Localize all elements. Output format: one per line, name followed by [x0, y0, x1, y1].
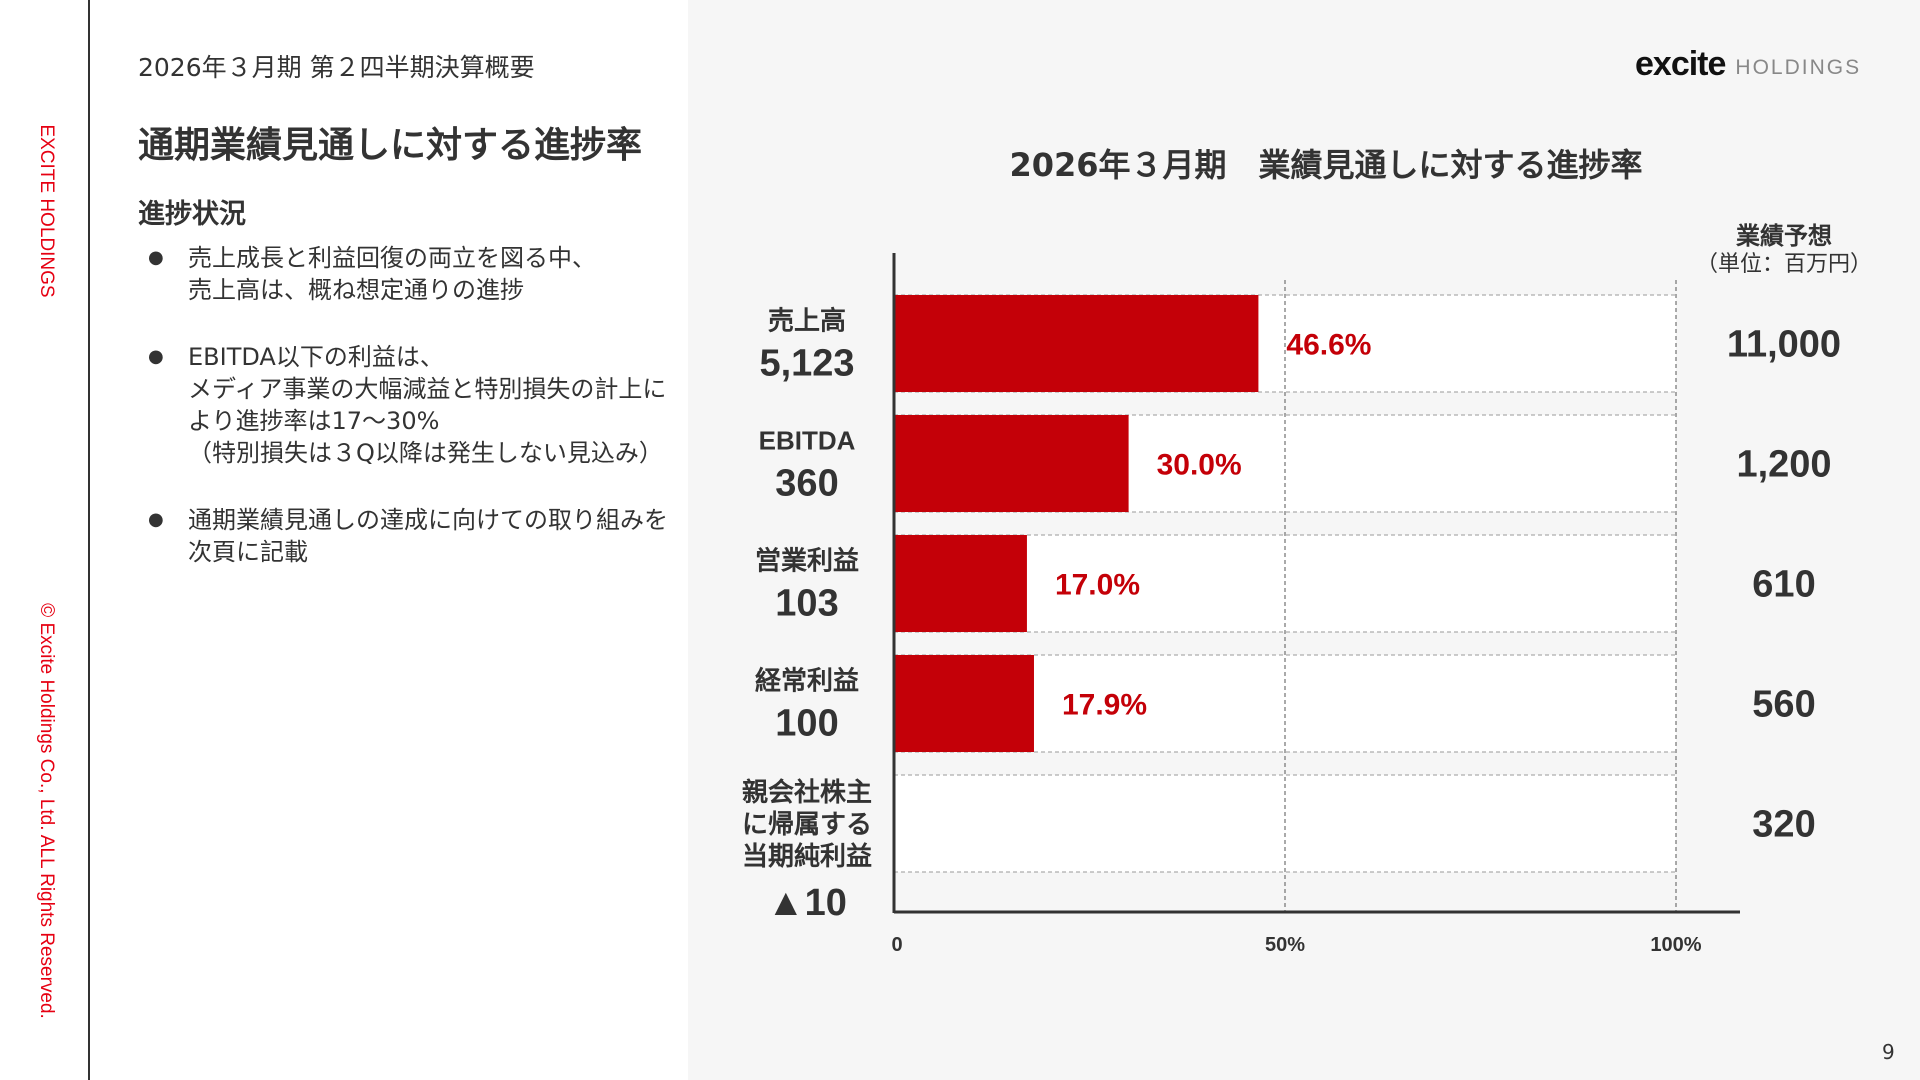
list-item: ● 売上成長と利益回復の両立を図る中、 売上高は、概ね想定通りの進捗: [148, 244, 596, 304]
category-label: 経常利益: [755, 666, 859, 696]
forecast-header: 業績予想: [1736, 222, 1832, 250]
forecast-unit: （単位：百万円）: [1695, 252, 1872, 277]
list-item: ● EBITDA以下の利益は、 メディア事業の大幅減益と特別損失の計上により進捗率…: [148, 343, 667, 467]
data-label: 46.6%: [1286, 329, 1371, 362]
page-title: 通期業績見通しに対する進捗率: [138, 125, 643, 166]
chart-title: 2026年３月期 業績見通しに対する進捗率: [1009, 146, 1643, 184]
x-tick-label: 50%: [1265, 934, 1305, 956]
forecast-value: 610: [1752, 564, 1815, 606]
bar: [894, 535, 1027, 632]
forecast-value: 320: [1752, 804, 1815, 846]
bar: [894, 295, 1259, 392]
category-label: 当期純利益: [742, 841, 872, 871]
actual-value: 103: [775, 583, 838, 625]
logo-mark: excite: [1635, 45, 1726, 83]
category-label: 営業利益: [755, 546, 859, 576]
excite-holdings-logo: excite HOLDINGS: [1635, 34, 1861, 84]
category-label: EBITDA: [759, 426, 856, 456]
page-subtitle: 2026年３月期 第２四半期決算概要: [138, 53, 535, 82]
bullet-icon: ●: [148, 247, 164, 268]
data-label: 30.0%: [1157, 449, 1242, 482]
section-heading: 進捗状況: [138, 199, 246, 230]
data-label: 17.9%: [1062, 689, 1147, 722]
bullet-icon: ●: [148, 509, 164, 530]
list-item: ● 通期業績見通しの達成に向けての取り組みを次頁に記載: [148, 506, 668, 566]
category-label: に帰属する: [742, 809, 872, 839]
data-label: 17.0%: [1055, 569, 1140, 602]
forecast-value: 560: [1752, 684, 1815, 726]
page-number: 9: [1882, 1040, 1895, 1064]
logo-text: HOLDINGS: [1735, 56, 1862, 79]
actual-value: ▲10: [767, 882, 847, 924]
actual-value: 360: [775, 463, 838, 505]
bullet-icon: ●: [148, 346, 164, 367]
actual-value: 100: [775, 703, 838, 745]
bar: [894, 655, 1034, 752]
category-label: 親会社株主: [742, 777, 872, 807]
actual-value: 5,123: [759, 343, 854, 385]
category-label: 売上高: [768, 306, 846, 336]
forecast-value: 11,000: [1727, 324, 1841, 366]
left-divider: [88, 0, 90, 1080]
x-tick-label: 0: [891, 934, 902, 956]
bullet-list: ● 売上成長と利益回復の両立を図る中、 売上高は、概ね想定通りの進捗 ● EBITD…: [145, 242, 675, 603]
forecast-value: 1,200: [1736, 444, 1831, 486]
x-tick-label: 100%: [1650, 934, 1701, 956]
bar: [894, 415, 1129, 512]
